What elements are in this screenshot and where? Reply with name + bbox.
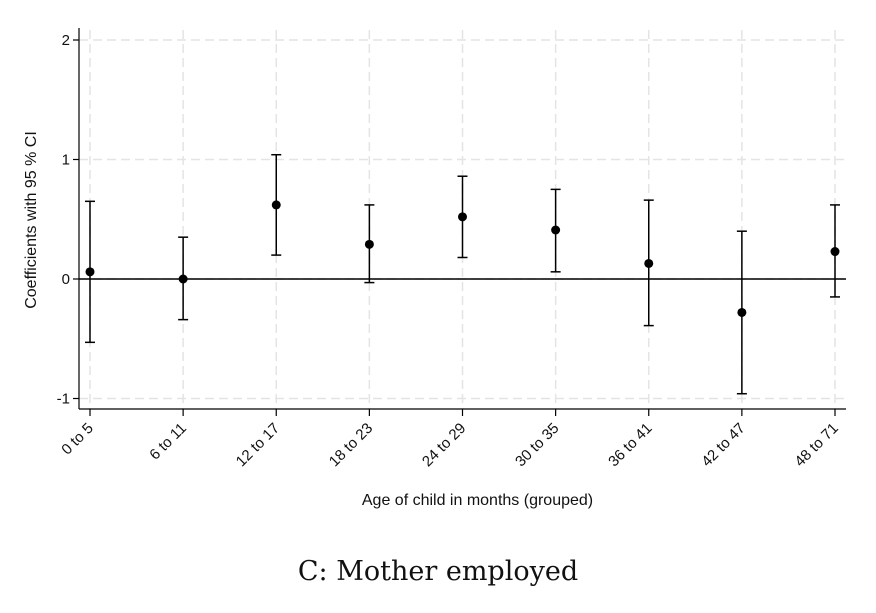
x-tick-label: 42 to 47 — [698, 420, 748, 470]
x-axis-ticks: 0 to 5 6 to 11 12 to 17 18 to 23 24 to 29 30 … — [58, 409, 842, 470]
estimate-point — [178, 274, 188, 284]
y-tick-label: 1 — [62, 152, 70, 169]
estimate-point — [644, 258, 654, 268]
estimate-point — [458, 212, 467, 222]
x-tick-label: 48 to 71 — [791, 420, 841, 470]
estimate-point — [364, 239, 374, 249]
estimate-point — [551, 225, 561, 235]
x-tick-label: 36 to 41 — [605, 420, 655, 470]
x-tick-label: 18 to 23 — [326, 420, 376, 470]
y-tick-label: -1 — [57, 391, 70, 408]
estimates-with-ci — [85, 153, 840, 395]
y-tick-label: 0 — [62, 271, 70, 288]
y-axis-ticks: 2 1 0 -1 — [57, 32, 79, 408]
figure-caption: C: Mother employed — [297, 556, 579, 587]
estimate-point — [85, 267, 95, 277]
y-axis-label: Coefficients with 95 % CI — [23, 131, 40, 309]
x-tick-label: 24 to 29 — [419, 420, 469, 470]
estimate-point — [830, 247, 840, 257]
y-tick-label: 2 — [62, 32, 70, 49]
estimate-point — [737, 307, 747, 317]
x-tick-label: 12 to 17 — [233, 420, 283, 470]
estimate-point — [271, 200, 281, 210]
x-tick-label: 6 to 11 — [146, 420, 190, 464]
coefficient-chart: 2 1 0 -1 0 to 5 6 to 11 12 to 17 18 to 23 24 to… — [23, 28, 846, 509]
x-tick-label: 30 to 35 — [512, 420, 562, 470]
x-axis-label: Age of child in months (grouped) — [362, 492, 593, 509]
x-tick-label: 0 to 5 — [58, 420, 97, 459]
